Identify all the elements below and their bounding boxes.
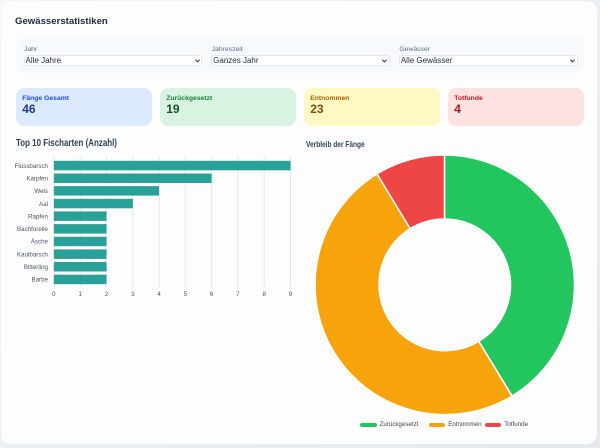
svg-text:Kaulbarsch: Kaulbarsch bbox=[17, 251, 49, 258]
svg-text:6: 6 bbox=[210, 291, 214, 298]
svg-text:Rapfen: Rapfen bbox=[28, 213, 49, 220]
svg-text:7: 7 bbox=[236, 291, 240, 298]
svg-text:9: 9 bbox=[289, 291, 293, 298]
svg-text:8: 8 bbox=[262, 291, 266, 298]
svg-text:Wels: Wels bbox=[34, 188, 48, 195]
svg-text:2: 2 bbox=[105, 291, 109, 298]
svg-text:5: 5 bbox=[184, 291, 188, 298]
svg-text:4: 4 bbox=[157, 291, 161, 298]
svg-text:Bachforelle: Bachforelle bbox=[17, 226, 49, 233]
svg-text:Bitterling: Bitterling bbox=[24, 264, 49, 271]
svg-text:Äsche: Äsche bbox=[31, 239, 49, 246]
svg-text:1: 1 bbox=[78, 291, 82, 298]
svg-text:3: 3 bbox=[131, 291, 135, 298]
svg-text:Flussbarsch: Flussbarsch bbox=[15, 163, 49, 170]
svg-text:Aal: Aal bbox=[39, 201, 48, 208]
svg-text:Barbe: Barbe bbox=[31, 277, 48, 284]
svg-text:0: 0 bbox=[52, 291, 56, 298]
svg-text:Karpfen: Karpfen bbox=[26, 176, 48, 183]
